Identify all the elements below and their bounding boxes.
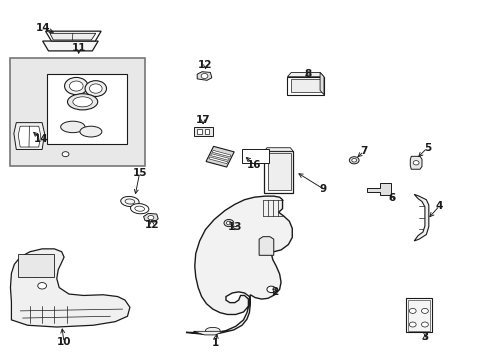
Bar [210,154,229,160]
Ellipse shape [61,121,85,133]
Text: 5: 5 [423,143,430,153]
Circle shape [351,158,356,162]
Text: 7: 7 [360,146,367,156]
Polygon shape [287,72,324,77]
Polygon shape [197,72,211,80]
Circle shape [224,220,233,226]
Polygon shape [18,253,54,277]
Polygon shape [264,148,293,151]
Text: 6: 6 [387,193,395,203]
Bar [406,298,431,332]
Bar [212,150,230,157]
Ellipse shape [80,126,102,137]
Circle shape [69,81,83,91]
Bar [47,74,127,144]
Ellipse shape [73,97,92,107]
Circle shape [148,216,154,220]
Text: 17: 17 [195,115,210,125]
Circle shape [408,309,415,314]
Polygon shape [413,194,428,241]
Text: 13: 13 [227,222,242,232]
Bar [10,58,144,166]
Ellipse shape [130,204,148,214]
Polygon shape [264,151,293,193]
Polygon shape [18,126,41,147]
Polygon shape [50,33,96,40]
Text: 15: 15 [132,168,146,178]
Circle shape [62,152,69,157]
Polygon shape [143,213,158,222]
Ellipse shape [121,197,139,207]
Bar [242,149,268,163]
Text: 1: 1 [211,338,219,348]
Circle shape [226,221,231,225]
Circle shape [64,77,88,95]
Bar [205,147,234,167]
Polygon shape [267,153,290,190]
Text: 4: 4 [435,201,442,211]
Text: 3: 3 [421,332,427,342]
Polygon shape [290,79,322,93]
Bar [197,129,202,134]
Circle shape [421,309,427,314]
Bar [204,129,209,134]
Text: 8: 8 [304,69,311,79]
Text: 2: 2 [271,287,278,297]
Bar [407,300,429,331]
Polygon shape [194,127,212,136]
Bar [208,157,227,164]
Polygon shape [14,123,44,149]
Circle shape [89,84,102,93]
Circle shape [38,283,46,289]
Text: 14: 14 [33,134,48,144]
Circle shape [85,81,106,96]
Text: 16: 16 [246,159,261,170]
Polygon shape [366,183,390,195]
Text: 14: 14 [36,23,51,33]
Polygon shape [10,249,130,327]
Circle shape [421,322,427,327]
Polygon shape [42,41,98,51]
Circle shape [266,286,275,293]
Polygon shape [193,331,224,335]
Circle shape [408,322,415,327]
Polygon shape [287,77,324,95]
Text: 12: 12 [144,220,159,230]
Text: 12: 12 [198,59,212,69]
Circle shape [348,157,358,164]
Polygon shape [259,237,273,255]
Polygon shape [409,156,421,169]
Ellipse shape [67,94,98,110]
Circle shape [201,73,207,78]
Text: 10: 10 [57,337,71,347]
Polygon shape [185,196,292,334]
Text: 11: 11 [71,43,86,53]
Polygon shape [320,72,324,95]
Text: 9: 9 [319,184,326,194]
Circle shape [412,161,418,165]
Ellipse shape [205,327,220,334]
Polygon shape [45,31,101,41]
